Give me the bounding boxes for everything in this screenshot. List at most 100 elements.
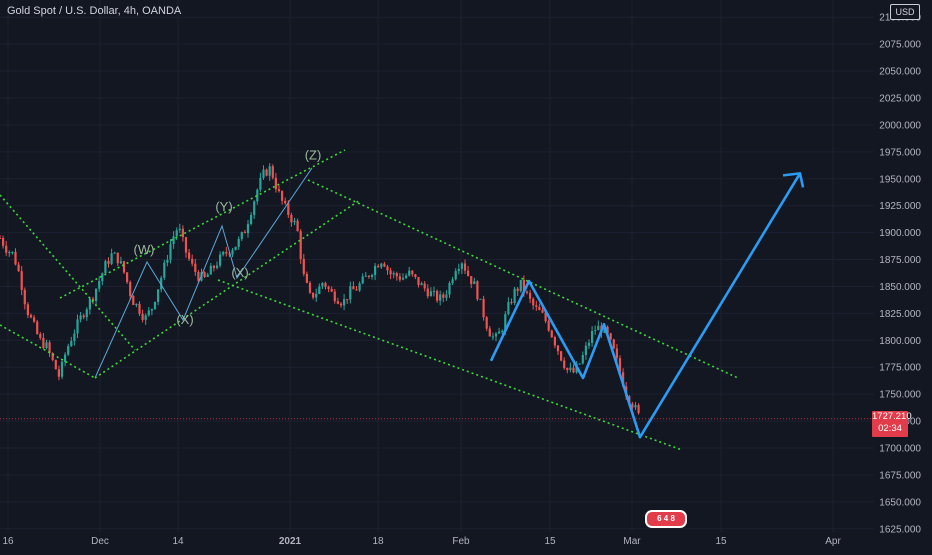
candle-body bbox=[246, 223, 250, 234]
x-tick-label: Dec bbox=[91, 536, 109, 547]
y-tick-label: 1675.000 bbox=[879, 470, 921, 481]
y-tick-label: 1875.000 bbox=[879, 255, 921, 266]
channel-line[interactable] bbox=[59, 149, 346, 299]
candle-body bbox=[473, 281, 476, 285]
candle-body bbox=[262, 169, 265, 178]
candle-body bbox=[2, 238, 5, 246]
candle-body bbox=[20, 271, 23, 290]
candle-body bbox=[454, 271, 457, 280]
candle-body bbox=[209, 265, 212, 275]
candle-body bbox=[411, 270, 414, 275]
candle-body bbox=[594, 330, 597, 332]
candle-body bbox=[138, 303, 141, 314]
y-tick-label: 2000.000 bbox=[879, 120, 921, 131]
x-tick-label: 15 bbox=[544, 536, 556, 547]
candle-body bbox=[324, 282, 327, 287]
forecast-arrowhead[interactable] bbox=[782, 172, 805, 188]
candle-body bbox=[516, 288, 519, 292]
candle-body bbox=[432, 291, 436, 293]
wave-label: (X) bbox=[231, 265, 248, 280]
candle-body bbox=[529, 292, 532, 299]
candle-body bbox=[457, 268, 460, 272]
candle-body bbox=[48, 342, 51, 353]
drawings[interactable] bbox=[0, 149, 805, 451]
y-tick-label: 1700.000 bbox=[879, 444, 921, 455]
candle-body bbox=[308, 282, 312, 293]
candle-body bbox=[11, 251, 14, 253]
candle-body bbox=[110, 253, 113, 264]
candle-body bbox=[380, 263, 383, 268]
candle-body bbox=[339, 303, 343, 306]
candle-body bbox=[560, 351, 563, 361]
candle-body bbox=[401, 277, 405, 280]
candle-body bbox=[70, 340, 73, 347]
candle-body bbox=[277, 189, 281, 192]
currency-button[interactable]: USD bbox=[890, 4, 920, 20]
wave-label: (W) bbox=[134, 242, 155, 257]
y-tick-label: 1975.000 bbox=[879, 147, 921, 158]
candles bbox=[0, 163, 640, 415]
candle-body bbox=[494, 333, 498, 337]
candle-body bbox=[538, 306, 541, 311]
events-badge[interactable]: 6 4 8 bbox=[645, 510, 687, 528]
candle-body bbox=[184, 237, 188, 253]
candle-body bbox=[188, 252, 191, 259]
candle-body bbox=[460, 263, 463, 269]
candle-body bbox=[550, 330, 553, 338]
candle-body bbox=[386, 266, 389, 271]
candle-body bbox=[445, 294, 448, 298]
candle-body bbox=[281, 191, 284, 201]
candle-body bbox=[39, 333, 42, 338]
candle-body bbox=[442, 294, 445, 298]
candle-body bbox=[0, 238, 2, 239]
channel-line[interactable] bbox=[0, 324, 96, 379]
candle-body bbox=[361, 276, 364, 284]
candle-body bbox=[73, 333, 76, 341]
candle-body bbox=[222, 251, 225, 255]
candle-body bbox=[513, 288, 516, 304]
candle-body bbox=[219, 254, 222, 266]
channel-line[interactable] bbox=[217, 279, 683, 451]
candle-body bbox=[8, 251, 11, 253]
candle-body bbox=[116, 252, 119, 264]
y-tick-label: 1850.000 bbox=[879, 282, 921, 293]
channel-line[interactable] bbox=[0, 194, 136, 351]
candle-body bbox=[45, 342, 48, 348]
candle-body bbox=[191, 258, 194, 264]
candle-body bbox=[504, 314, 507, 332]
candle-body bbox=[606, 326, 609, 334]
channel-line[interactable] bbox=[94, 199, 361, 379]
candle-body bbox=[622, 372, 625, 387]
candle-body bbox=[271, 166, 274, 178]
candle-body bbox=[243, 232, 246, 234]
candle-body bbox=[479, 298, 482, 300]
candle-body bbox=[57, 369, 60, 377]
y-tick-label: 1900.000 bbox=[879, 228, 921, 239]
candle-body bbox=[423, 283, 426, 289]
candle-body bbox=[439, 294, 442, 301]
candle-body bbox=[535, 305, 538, 307]
candle-body bbox=[234, 246, 237, 251]
forecast-path[interactable] bbox=[489, 172, 802, 439]
channel-line[interactable] bbox=[307, 179, 739, 379]
candle-body bbox=[315, 293, 318, 298]
y-tick-label: 1825.000 bbox=[879, 309, 921, 320]
candle-body bbox=[336, 301, 339, 304]
y-tick-label: 2025.000 bbox=[879, 94, 921, 105]
candle-body bbox=[268, 166, 271, 176]
candle-body bbox=[212, 265, 215, 268]
elliott-wave-path[interactable] bbox=[94, 167, 313, 379]
x-tick-label: 18 bbox=[372, 536, 384, 547]
candle-body bbox=[253, 201, 256, 215]
y-tick-label: 1800.000 bbox=[879, 336, 921, 347]
candle-body bbox=[153, 301, 157, 310]
candle-body bbox=[172, 236, 175, 245]
time-axis[interactable]: 16 Dec 14 2021 18 Feb 15 Mar 15 Apr bbox=[2, 536, 841, 547]
candle-body bbox=[225, 251, 228, 254]
price-axis[interactable]: 2100.0002075.0002050.0002025.0002000.000… bbox=[879, 13, 921, 536]
candle-body bbox=[333, 291, 336, 302]
candle-body bbox=[395, 273, 398, 277]
candle-body bbox=[408, 270, 411, 276]
